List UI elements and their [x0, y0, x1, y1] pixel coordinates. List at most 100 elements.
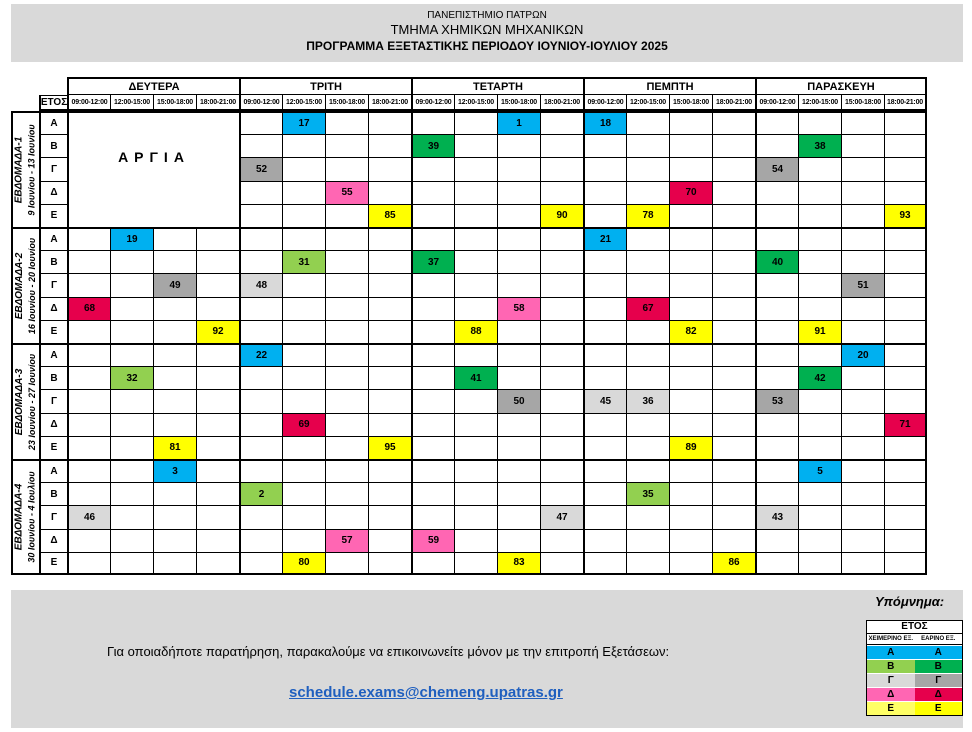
schedule-cell: [110, 551, 153, 575]
legend-winter-swatch: Α: [867, 645, 915, 659]
schedule-cell: [884, 134, 927, 158]
time-slot-header: 15:00-18:00: [153, 95, 196, 111]
schedule-cell: [196, 412, 239, 436]
schedule-cell: [239, 505, 282, 529]
cell-text: 15:00-18:00: [845, 98, 881, 106]
schedule-cell: [411, 203, 454, 227]
cell-text: 12:00-15:00: [630, 98, 666, 106]
schedule-cell: [67, 389, 110, 413]
cell-text: 95: [384, 442, 396, 454]
year-label: Β: [39, 250, 67, 274]
week-dates: 16 Ιουνίου - 20 Ιουνίου: [27, 237, 37, 335]
schedule-cell: [368, 343, 411, 367]
schedule-cell: [454, 296, 497, 320]
schedule-cell: [368, 389, 411, 413]
time-slot-header: 12:00-15:00: [454, 95, 497, 111]
schedule-cell: [282, 459, 325, 483]
schedule-cell: [368, 459, 411, 483]
schedule-cell: [712, 435, 755, 459]
schedule-cell: [755, 111, 798, 135]
schedule-cell: [626, 134, 669, 158]
cell-text: 39: [427, 140, 440, 152]
schedule-cell: [626, 435, 669, 459]
schedule-cell: [110, 296, 153, 320]
schedule-cell: [669, 111, 712, 135]
cell-text: 55: [341, 187, 353, 199]
schedule-cell: [884, 111, 927, 135]
schedule-cell: [884, 180, 927, 204]
schedule-cell: [841, 157, 884, 181]
schedule-cell: [583, 250, 626, 274]
schedule-cell: [497, 273, 540, 297]
exam-course-88: 88: [454, 319, 497, 343]
schedule-cell: [712, 412, 755, 436]
cell-text: 68: [83, 303, 96, 315]
legend-winter-label: ΧΕΙΜΕΡΙΝΟ ΕΞ.: [868, 636, 914, 642]
exam-course-17: 17: [282, 111, 325, 135]
schedule-cell: [884, 505, 927, 529]
cell-text: 18:00-21:00: [716, 98, 752, 106]
schedule-cell: [626, 551, 669, 575]
exam-course-95: 95: [368, 435, 411, 459]
schedule-cell: [497, 459, 540, 483]
cell-text: Δ: [50, 419, 58, 431]
schedule-cell: [239, 459, 282, 483]
cell-text: Ε: [50, 210, 58, 222]
schedule-cell: [282, 273, 325, 297]
year-label: Ε: [39, 435, 67, 459]
contact-email-link[interactable]: schedule.exams@chemeng.upatras.gr: [289, 684, 563, 701]
schedule-cell: [755, 528, 798, 552]
cell-text: 20: [857, 350, 869, 362]
schedule-cell: [153, 319, 196, 343]
header: ΠΑΝΕΠΙΣΤΗΜΙΟ ΠΑΤΡΩΝ ΤΜΗΜΑ ΧΗΜΙΚΩΝ ΜΗΧΑΝΙ…: [11, 4, 963, 62]
schedule-cell: [884, 343, 927, 367]
exam-course-38: 38: [798, 134, 841, 158]
day-header: ΤΕΤΑΡΤΗ: [411, 77, 583, 95]
schedule-cell: [669, 528, 712, 552]
legend-spring-swatch: Ε: [914, 701, 962, 715]
cell-text: 42: [814, 372, 826, 384]
schedule-cell: [239, 551, 282, 575]
schedule-cell: [196, 528, 239, 552]
cell-text: 88: [470, 326, 482, 338]
schedule-cell: [196, 482, 239, 506]
schedule-cell: [497, 203, 540, 227]
cell-text: 1: [516, 118, 522, 130]
exam-course-39: 39: [411, 134, 454, 158]
year-label: Δ: [39, 180, 67, 204]
exam-course-2: 2: [239, 482, 282, 506]
schedule-cell: [411, 366, 454, 390]
schedule-cell: [153, 366, 196, 390]
schedule-cell: [411, 111, 454, 135]
schedule-cell: [755, 203, 798, 227]
schedule-cell: [411, 180, 454, 204]
schedule-cell: [798, 111, 841, 135]
schedule-cell: [368, 528, 411, 552]
schedule-cell: [411, 227, 454, 251]
schedule-cell: [540, 389, 583, 413]
schedule-cell: [669, 157, 712, 181]
schedule-cell: [712, 459, 755, 483]
exam-course-36: 36: [626, 389, 669, 413]
schedule-cell: [110, 482, 153, 506]
schedule-cell: [841, 435, 884, 459]
exam-course-57: 57: [325, 528, 368, 552]
university-name: ΠΑΝΕΠΙΣΤΗΜΙΟ ΠΑΤΡΩΝ: [427, 10, 547, 21]
schedule-cell: [884, 551, 927, 575]
cell-text: 81: [169, 442, 181, 454]
schedule-cell: [798, 551, 841, 575]
schedule-cell: [239, 435, 282, 459]
schedule-cell: [282, 389, 325, 413]
exam-course-41: 41: [454, 366, 497, 390]
schedule-cell: [626, 343, 669, 367]
schedule-cell: [798, 296, 841, 320]
cell-text: 51: [857, 279, 869, 291]
schedule-cell: [669, 412, 712, 436]
schedule-cell: [368, 134, 411, 158]
schedule-cell: [712, 528, 755, 552]
schedule-cell: [196, 227, 239, 251]
cell-text: 15:00-18:00: [157, 98, 193, 106]
schedule-cell: [497, 227, 540, 251]
schedule-cell: [798, 389, 841, 413]
